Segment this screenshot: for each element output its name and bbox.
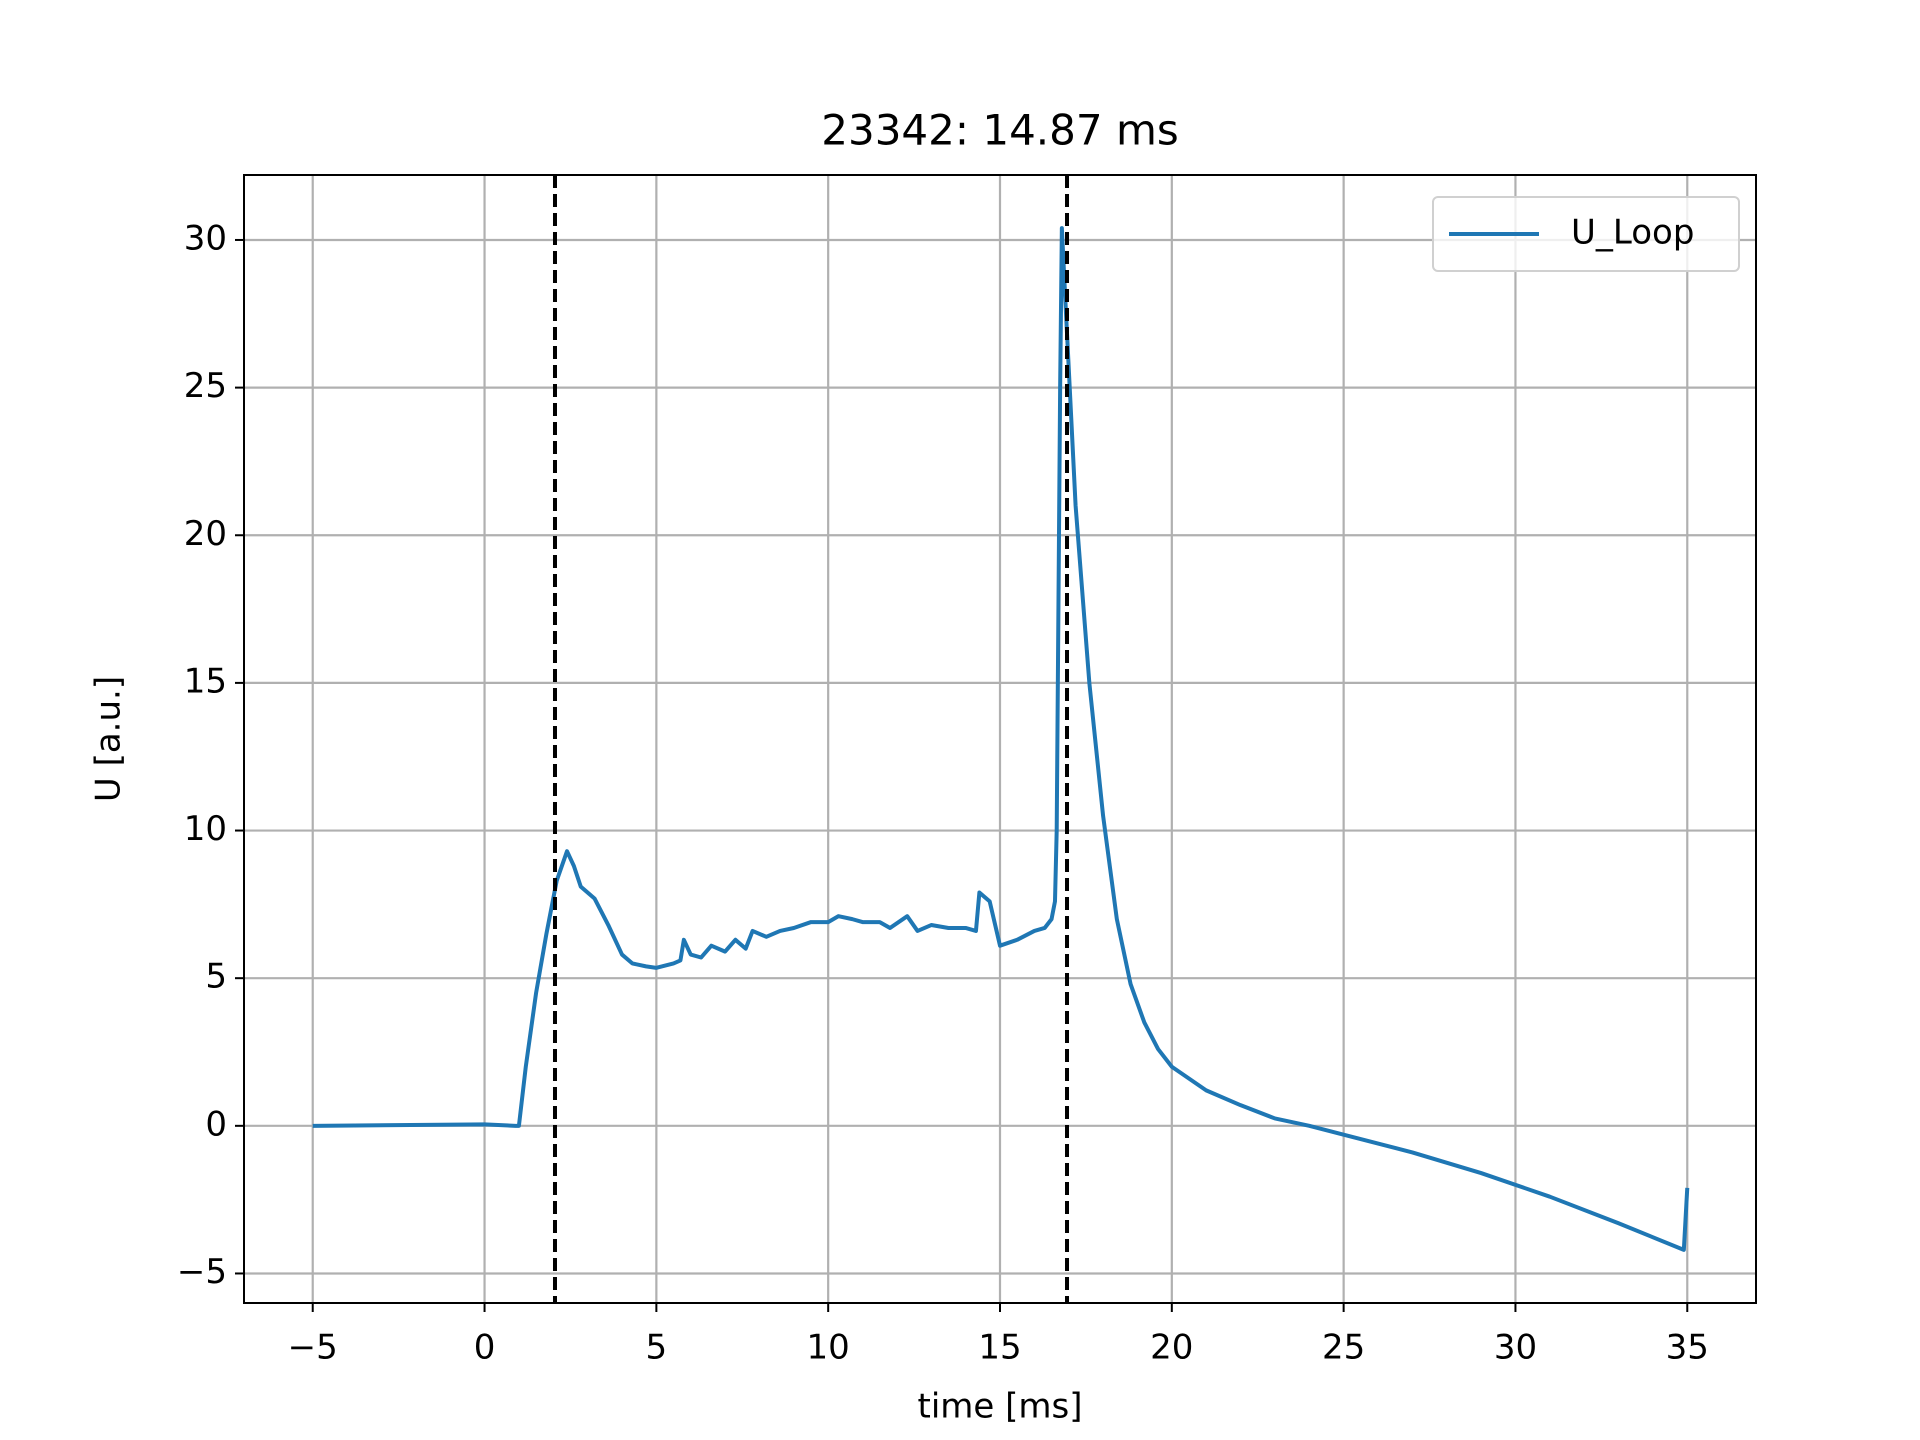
- y-tick-label: 30: [184, 218, 227, 258]
- data-line: [312, 226, 1690, 1252]
- grid: [244, 175, 1756, 1303]
- y-axis-label: U [a.u.]: [89, 676, 129, 802]
- y-tick-label: 10: [184, 809, 227, 849]
- x-tick-label: 20: [1150, 1328, 1193, 1368]
- x-tick-label: 0: [474, 1328, 496, 1368]
- x-tick-label: −5: [288, 1328, 338, 1368]
- legend-box: [1432, 196, 1740, 272]
- x-tick-label: 10: [807, 1328, 850, 1368]
- x-axis-label: time [ms]: [918, 1387, 1083, 1427]
- y-tick-label: 15: [184, 661, 227, 701]
- y-tick-label: 20: [184, 514, 227, 554]
- x-tick-label: 15: [978, 1328, 1021, 1368]
- x-tick-label: 5: [646, 1328, 668, 1368]
- x-tick-label: 35: [1666, 1328, 1709, 1368]
- x-tick-label: 30: [1494, 1328, 1537, 1368]
- legend: U_Loop: [1432, 196, 1740, 272]
- y-tick-label: −5: [177, 1252, 227, 1292]
- plot-area: [312, 175, 1690, 1303]
- y-tick-label: 0: [205, 1104, 227, 1144]
- legend-label: U_Loop: [1571, 213, 1694, 253]
- chart-title: 23342: 14.87 ms: [821, 106, 1179, 155]
- x-tick-label: 25: [1322, 1328, 1365, 1368]
- y-tick-label: 5: [205, 957, 227, 997]
- y-tick-label: 25: [184, 366, 227, 406]
